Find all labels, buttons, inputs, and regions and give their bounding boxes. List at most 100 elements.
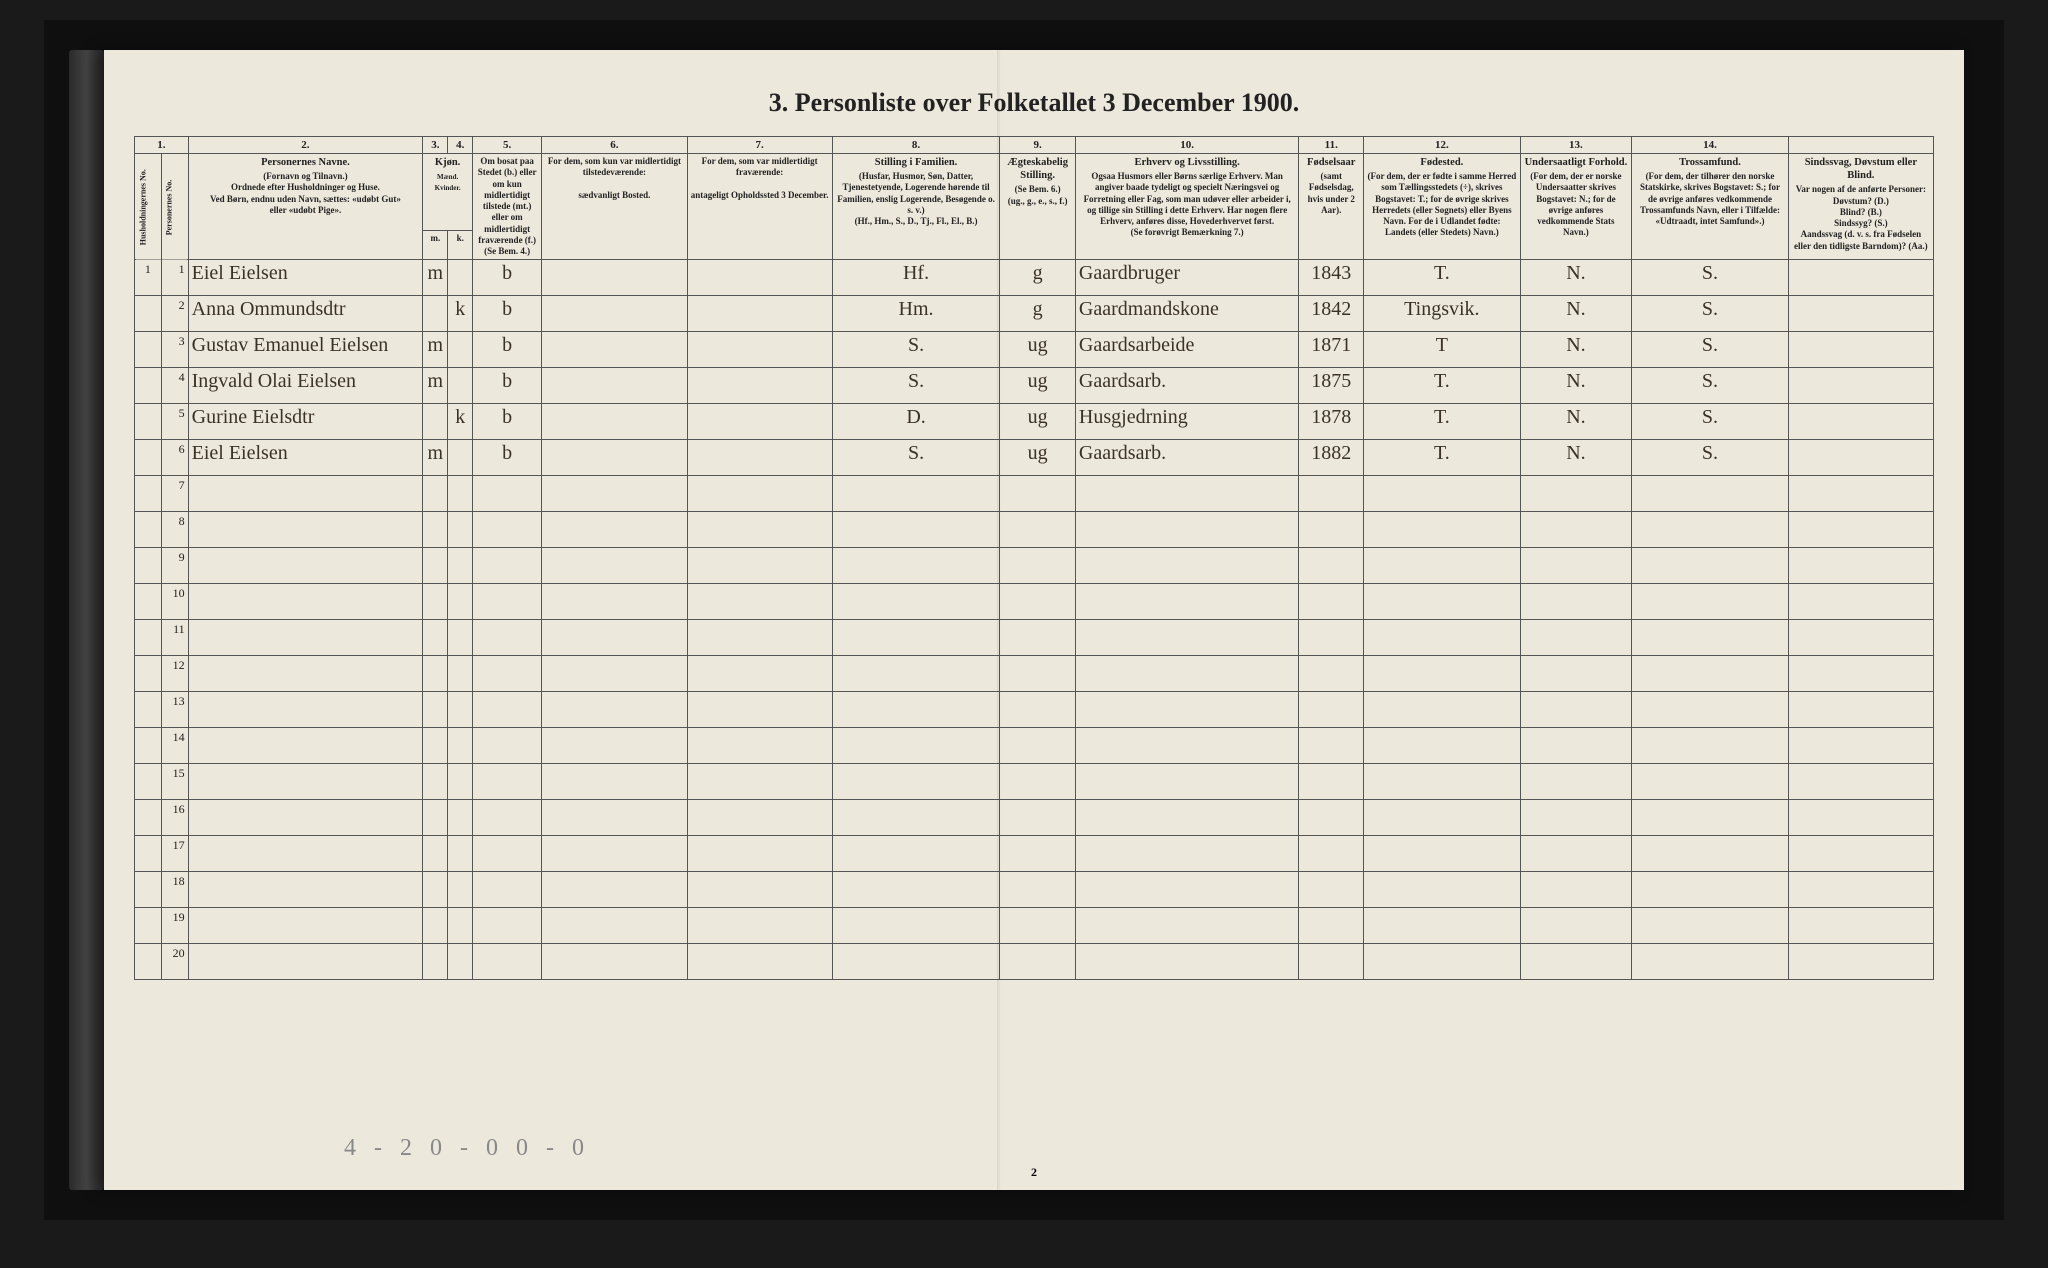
cell-year	[1299, 512, 1364, 548]
cell-family	[832, 764, 1000, 800]
cell-birthplace	[1364, 728, 1520, 764]
census-table: 1. 2. 3. 4. 5. 6. 7. 8. 9. 10. 11. 12. 1…	[134, 136, 1934, 980]
cell-disability	[1788, 872, 1933, 908]
cell-disability	[1788, 836, 1933, 872]
cell-household	[135, 368, 162, 404]
cell-nationality: N.	[1520, 332, 1632, 368]
cell-religion: S.	[1632, 440, 1788, 476]
cell-sex-m	[423, 548, 448, 584]
cell-sex-k	[448, 656, 473, 692]
cell-disability	[1788, 548, 1933, 584]
cell-sex-k	[448, 440, 473, 476]
cell-residence	[473, 800, 542, 836]
cell-sex-k	[448, 620, 473, 656]
census-page: 3. Personliste over Folketallet 3 Decemb…	[104, 50, 1964, 1190]
cell-birthplace	[1364, 764, 1520, 800]
cell-temp	[542, 800, 687, 836]
cell-family	[832, 944, 1000, 980]
cell-family	[832, 800, 1000, 836]
cell-family	[832, 908, 1000, 944]
cell-birthplace	[1364, 548, 1520, 584]
cell-occupation: Husgjedrning	[1075, 404, 1298, 440]
cell-disability	[1788, 476, 1933, 512]
hdr-res-foot: (Se Bem. 4.)	[484, 246, 530, 256]
cell-marital	[1000, 692, 1076, 728]
cell-nationality	[1520, 584, 1632, 620]
cell-religion: S.	[1632, 296, 1788, 332]
cell-residence	[473, 764, 542, 800]
cell-year: 1875	[1299, 368, 1364, 404]
cell-sex-m	[423, 944, 448, 980]
cell-residence	[473, 656, 542, 692]
book-spine	[69, 50, 104, 1190]
cell-disability	[1788, 332, 1933, 368]
cell-temp	[542, 368, 687, 404]
cell-disability	[1788, 692, 1933, 728]
cell-sex-k	[448, 728, 473, 764]
cell-sex-m	[423, 692, 448, 728]
hdr-household-no: Husholdningernes No.	[135, 154, 162, 260]
cell-year	[1299, 548, 1364, 584]
hdr-names-body: (Fornavn og Tilnavn.) Ordnede efter Hush…	[210, 171, 401, 215]
cell-household	[135, 692, 162, 728]
hdr-residence: Om bosat paa Stedet (b.) eller om kun mi…	[473, 154, 542, 260]
hdr-family: Stilling i Familien. (Husfar, Husmor, Sø…	[832, 154, 1000, 260]
colnum-8: 8.	[832, 137, 1000, 154]
cell-absent	[687, 836, 832, 872]
cell-nationality	[1520, 692, 1632, 728]
cell-household	[135, 332, 162, 368]
cell-marital	[1000, 728, 1076, 764]
cell-marital: ug	[1000, 368, 1076, 404]
cell-religion	[1632, 512, 1788, 548]
cell-family	[832, 728, 1000, 764]
hdr-absent: For dem, som var midlertidigt fraværende…	[687, 154, 832, 260]
cell-absent	[687, 656, 832, 692]
cell-personno: 12	[161, 656, 188, 692]
cell-family	[832, 548, 1000, 584]
cell-religion	[1632, 620, 1788, 656]
cell-sex-k: k	[448, 296, 473, 332]
hdr-birth-body: (For dem, der er fødte i samme Herred so…	[1367, 171, 1516, 237]
cell-disability	[1788, 728, 1933, 764]
hdr-abs-title: For dem, som var midlertidigt fraværende…	[702, 156, 818, 177]
table-row: 1 1 Eiel Eielsen m b Hf. g Gaardbruger 1…	[135, 260, 1934, 296]
hdr-temp: For dem, som kun var midlertidigt tilste…	[542, 154, 687, 260]
cell-sex-m	[423, 836, 448, 872]
colnum-6: 6.	[542, 137, 687, 154]
cell-household	[135, 800, 162, 836]
cell-year	[1299, 836, 1364, 872]
book-frame: 3. Personliste over Folketallet 3 Decemb…	[44, 20, 2004, 1220]
colnum-4: 4.	[448, 137, 473, 154]
hdr-k: k.	[448, 230, 473, 259]
colnum-11: 11.	[1299, 137, 1364, 154]
table-row: 5 Gurine Eielsdtr k b D. ug Husgjedrning…	[135, 404, 1934, 440]
hdr-year-title: Fødselsaar	[1302, 156, 1360, 169]
cell-household	[135, 620, 162, 656]
cell-nationality: N.	[1520, 440, 1632, 476]
cell-absent	[687, 584, 832, 620]
cell-religion	[1632, 548, 1788, 584]
cell-year	[1299, 728, 1364, 764]
table-body: 1 1 Eiel Eielsen m b Hf. g Gaardbruger 1…	[135, 260, 1934, 980]
table-row-empty: 18	[135, 872, 1934, 908]
cell-personno: 15	[161, 764, 188, 800]
cell-nationality	[1520, 908, 1632, 944]
cell-family	[832, 692, 1000, 728]
cell-family	[832, 872, 1000, 908]
cell-religion	[1632, 944, 1788, 980]
hdr-occupation: Erhverv og Livsstilling. Ogsaa Husmors e…	[1075, 154, 1298, 260]
cell-name: Anna Ommundsdtr	[188, 296, 423, 332]
cell-residence: b	[473, 296, 542, 332]
cell-family	[832, 836, 1000, 872]
cell-birthplace	[1364, 476, 1520, 512]
hdr-fam-title: Stilling i Familien.	[836, 156, 997, 169]
table-row-empty: 13	[135, 692, 1934, 728]
cell-year	[1299, 476, 1364, 512]
hdr-occ-body: Ogsaa Husmors eller Børns særlige Erhver…	[1084, 171, 1291, 237]
cell-name: Eiel Eielsen	[188, 440, 423, 476]
cell-disability	[1788, 584, 1933, 620]
cell-sex-k	[448, 692, 473, 728]
cell-birthplace	[1364, 908, 1520, 944]
cell-sex-m	[423, 728, 448, 764]
cell-family	[832, 656, 1000, 692]
